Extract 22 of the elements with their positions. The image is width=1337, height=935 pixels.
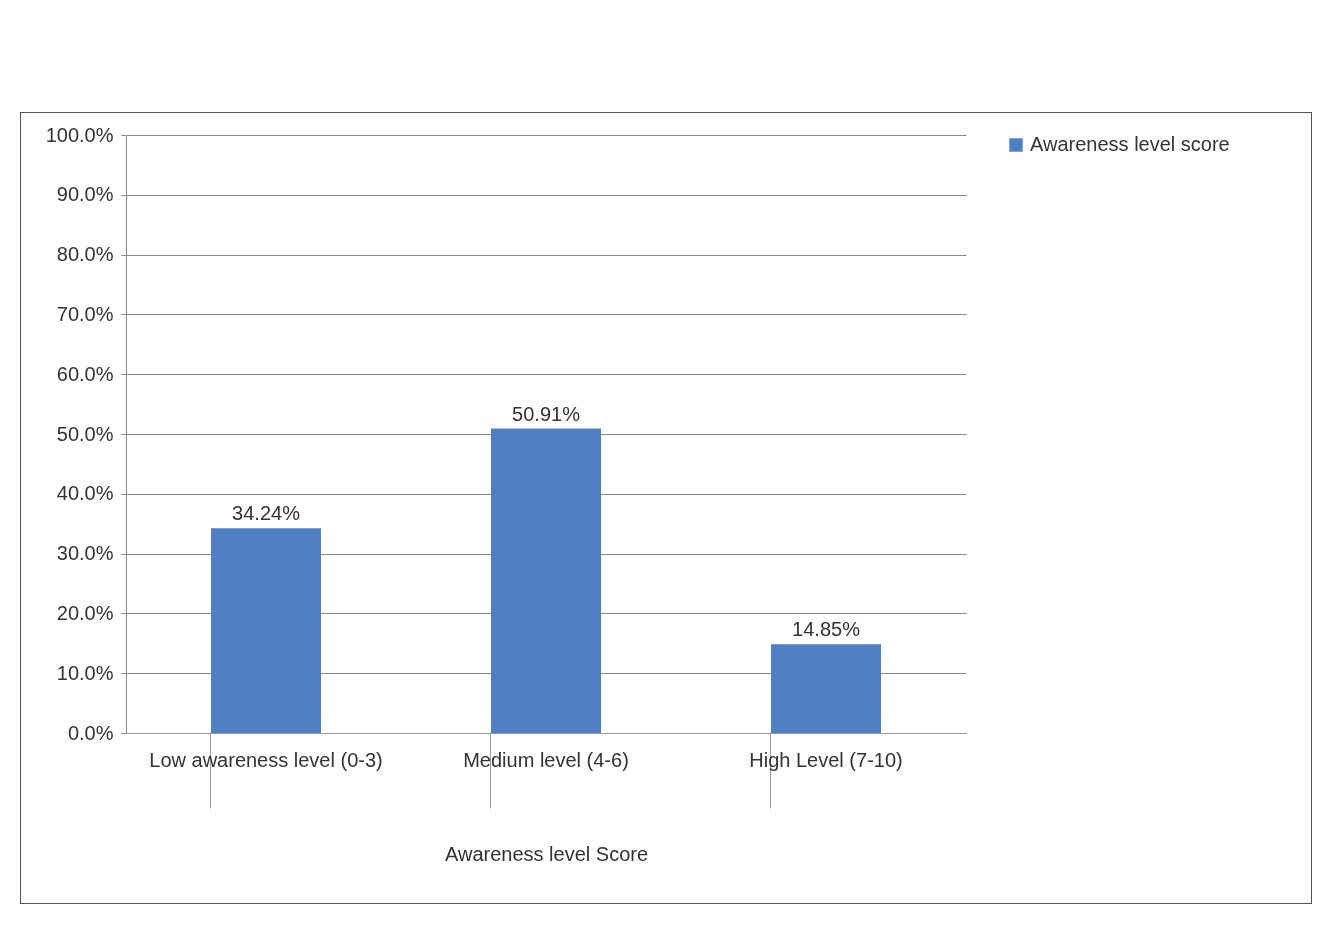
y-tick-label: 30.0%: [56, 542, 114, 565]
y-tick-label: 0.0%: [67, 721, 114, 744]
data-label: 14.85%: [792, 618, 861, 641]
bar: [211, 528, 321, 733]
data-label: 50.91%: [512, 402, 581, 425]
bar: [491, 428, 601, 733]
y-tick-label: 40.0%: [56, 482, 114, 505]
y-tick-label: 50.0%: [56, 422, 114, 445]
y-tick-label: 10.0%: [56, 661, 114, 684]
y-tick-label: 100.0%: [45, 123, 114, 146]
bar: [771, 644, 881, 733]
y-tick-label: 60.0%: [56, 362, 114, 385]
legend-label: Awareness level score: [1030, 133, 1230, 155]
data-label: 34.24%: [232, 502, 301, 525]
x-tick-label: Medium level (4-6): [463, 748, 629, 771]
y-tick-label: 20.0%: [56, 601, 114, 624]
x-axis-title: Awareness level Score: [444, 843, 649, 865]
y-tick-label: 80.0%: [56, 243, 114, 266]
x-tick-label: High Level (7-10): [749, 748, 903, 771]
y-tick-label: 90.0%: [56, 183, 114, 206]
x-tick-label: Low awareness level (0-3): [149, 748, 383, 771]
y-tick-label: 70.0%: [56, 302, 114, 325]
